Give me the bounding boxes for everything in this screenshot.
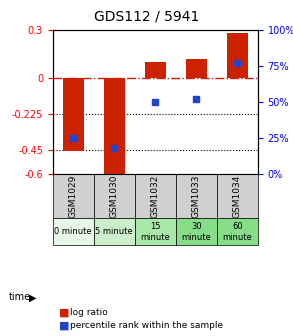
Bar	[227, 33, 248, 78]
FancyBboxPatch shape	[135, 174, 176, 218]
FancyBboxPatch shape	[217, 174, 258, 218]
FancyBboxPatch shape	[94, 174, 135, 218]
Bar	[145, 62, 166, 78]
Text: percentile rank within the sample: percentile rank within the sample	[70, 322, 224, 330]
Text: ■: ■	[59, 307, 69, 318]
Text: 60
minute: 60 minute	[222, 222, 252, 242]
FancyBboxPatch shape	[176, 174, 217, 218]
Bar	[63, 78, 84, 151]
Text: 30
minute: 30 minute	[181, 222, 211, 242]
FancyBboxPatch shape	[53, 218, 94, 245]
Text: 5 minute: 5 minute	[96, 227, 133, 236]
FancyBboxPatch shape	[135, 218, 176, 245]
Text: ▶: ▶	[29, 292, 37, 302]
Text: GSM1033: GSM1033	[192, 174, 201, 218]
Text: GSM1034: GSM1034	[233, 174, 242, 218]
Text: GDS112 / 5941: GDS112 / 5941	[94, 9, 199, 24]
Text: 15
minute: 15 minute	[140, 222, 170, 242]
FancyBboxPatch shape	[53, 174, 94, 218]
Text: GSM1030: GSM1030	[110, 174, 119, 218]
Text: log ratio: log ratio	[70, 308, 108, 317]
Text: GSM1032: GSM1032	[151, 174, 160, 218]
Text: ■: ■	[59, 321, 69, 331]
Text: time: time	[9, 292, 31, 302]
FancyBboxPatch shape	[94, 218, 135, 245]
Bar	[104, 78, 125, 174]
Text: GSM1029: GSM1029	[69, 174, 78, 218]
FancyBboxPatch shape	[217, 218, 258, 245]
Bar	[186, 59, 207, 78]
FancyBboxPatch shape	[176, 218, 217, 245]
Text: 0 minute: 0 minute	[54, 227, 92, 236]
